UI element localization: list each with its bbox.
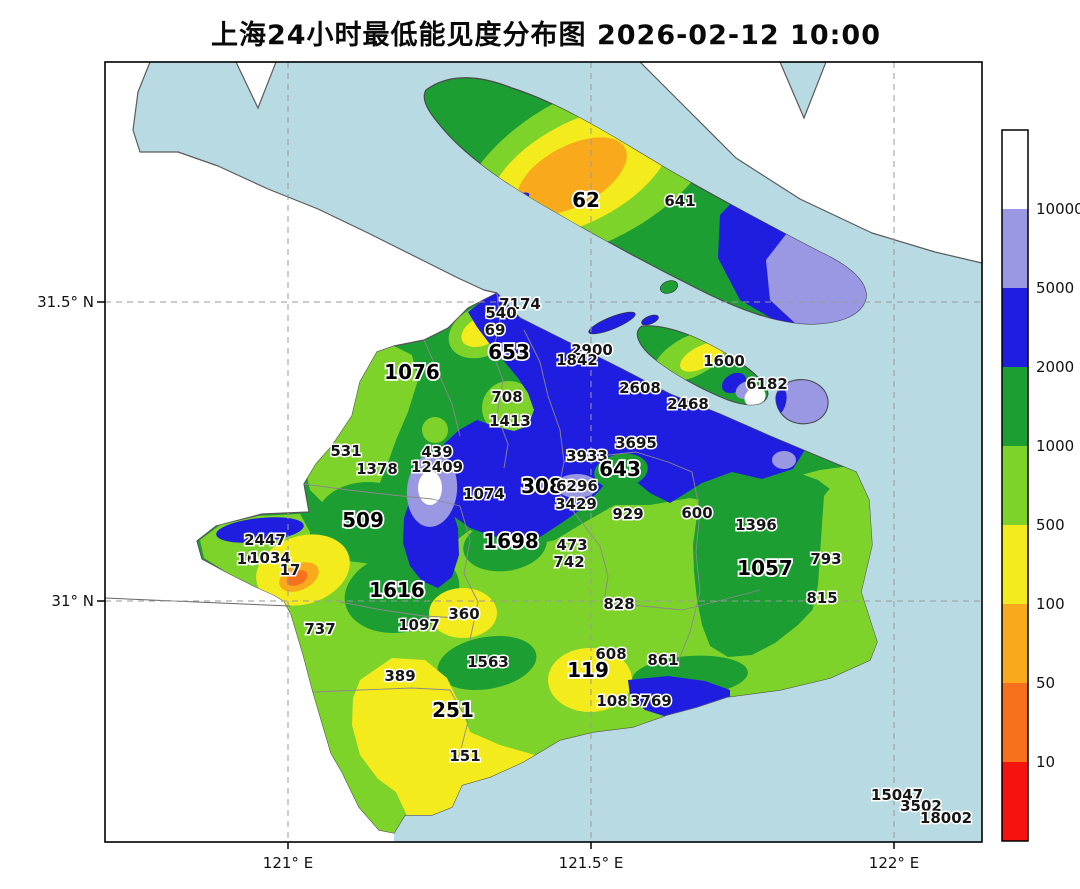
station-label: 540 — [485, 304, 516, 322]
colorbar-segment — [1002, 604, 1028, 683]
axis-labels: 31.5° N 31° N 121° E 121.5° E 122° E — [37, 293, 919, 872]
lon-label: 122° E — [869, 854, 919, 872]
station-label: 708 — [491, 388, 522, 406]
station-label: 10 — [237, 550, 258, 568]
colorbar: 10000 5000 2000 1000 500 100 50 10 — [1001, 129, 1080, 842]
station-label: 1057 — [737, 556, 793, 580]
station-label: 69 — [485, 321, 506, 339]
station-label: 1097 — [398, 616, 440, 634]
station-label: 1842 — [556, 351, 598, 369]
colorbar-segment — [1002, 525, 1028, 604]
station-label: 389 — [384, 667, 415, 685]
station-label: 3695 — [615, 434, 657, 452]
lat-label: 31.5° N — [37, 293, 94, 311]
colorbar-tick-label: 10000 — [1036, 200, 1080, 218]
grid-layer — [105, 62, 982, 842]
station-label: 643 — [599, 457, 641, 481]
station-label: 62 — [572, 188, 600, 212]
station-label: 251 — [432, 698, 474, 722]
station-label: 3502 — [900, 797, 942, 815]
colorbar-tick-label: 100 — [1036, 595, 1065, 613]
station-label: 1616 — [369, 578, 425, 602]
station-label: 929 — [612, 505, 643, 523]
station-label: 1698 — [483, 529, 539, 553]
station-label: 3429 — [555, 495, 597, 513]
colorbar-segment — [1002, 683, 1028, 762]
station-label: 1413 — [489, 412, 531, 430]
station-label: 7174 — [499, 295, 541, 313]
colorbar-tick-label: 500 — [1036, 516, 1065, 534]
station-label: 6182 — [746, 375, 788, 393]
district-boundaries — [303, 293, 761, 761]
mainland-west-no-data — [105, 62, 497, 842]
lon-label: 121° E — [263, 854, 313, 872]
station-label: 308 — [521, 474, 563, 498]
station-label: 473 — [556, 536, 587, 554]
colorbar-tick-label: 50 — [1036, 674, 1055, 692]
colorbar-tick-label: 5000 — [1036, 279, 1074, 297]
station-label: 119 — [567, 658, 609, 682]
station-label: 641 — [664, 192, 695, 210]
top-wedge-no-data — [235, 62, 277, 110]
station-label: 2608 — [619, 379, 661, 397]
province-border — [105, 597, 291, 607]
north-bank-coast — [639, 62, 982, 264]
station-label: 3769 — [630, 692, 672, 710]
station-label: 439 — [421, 443, 452, 461]
station-label: 151 — [449, 747, 480, 765]
station-label: 1076 — [384, 360, 440, 384]
station-label: 793 — [810, 550, 841, 568]
station-label: 1378 — [356, 460, 398, 478]
colorbar-segment — [1002, 446, 1028, 525]
station-label: 1396 — [735, 516, 777, 534]
station-label: 6296 — [556, 477, 598, 495]
map-art — [105, 62, 982, 842]
station-label: 2900 — [571, 341, 613, 359]
colorbar-segment — [1002, 130, 1028, 209]
station-label: 1034 — [249, 549, 291, 567]
station-label: 737 — [304, 620, 335, 638]
colorbar-segment — [1002, 367, 1028, 446]
station-label: 360 — [448, 605, 479, 623]
station-label: 815 — [806, 589, 837, 607]
colorbar-segment — [1002, 209, 1028, 288]
map-title: 上海24小时最低能见度分布图 2026-02-12 10:00 — [211, 19, 881, 51]
station-label: 1074 — [463, 485, 505, 503]
colorbar-tick-label: 1000 — [1036, 437, 1074, 455]
station-label: 15047 — [871, 786, 923, 804]
station-label: 17 — [280, 561, 301, 579]
station-label: 509 — [342, 508, 384, 532]
station-label: 1600 — [703, 352, 745, 370]
station-label: 1563 — [467, 653, 509, 671]
lon-label: 121.5° E — [559, 854, 624, 872]
station-label: 2447 — [244, 531, 286, 549]
north-bank-inlet — [779, 62, 827, 120]
north-bank-no-data — [640, 62, 982, 263]
lat-label: 31° N — [51, 592, 94, 610]
colorbar-segment — [1002, 762, 1028, 841]
river-south-bank — [132, 62, 498, 294]
colorbar-tick-label: 10 — [1036, 753, 1055, 771]
colorbar-tick-label: 2000 — [1036, 358, 1074, 376]
colorbar-segment — [1002, 288, 1028, 367]
station-label: 600 — [681, 504, 712, 522]
station-label: 3933 — [566, 447, 608, 465]
station-label: 608 — [595, 645, 626, 663]
station-label: 12409 — [411, 458, 463, 476]
station-label: 828 — [603, 595, 634, 613]
station-label: 531 — [330, 442, 361, 460]
station-label: 108 — [596, 692, 627, 710]
station-label: 18002 — [920, 809, 972, 827]
map-frame — [104, 61, 983, 843]
colorbar-frame — [1001, 129, 1029, 842]
station-label: 653 — [488, 340, 530, 364]
station-label: 861 — [647, 651, 678, 669]
station-label: 742 — [553, 553, 584, 571]
station-label: 2468 — [667, 395, 709, 413]
